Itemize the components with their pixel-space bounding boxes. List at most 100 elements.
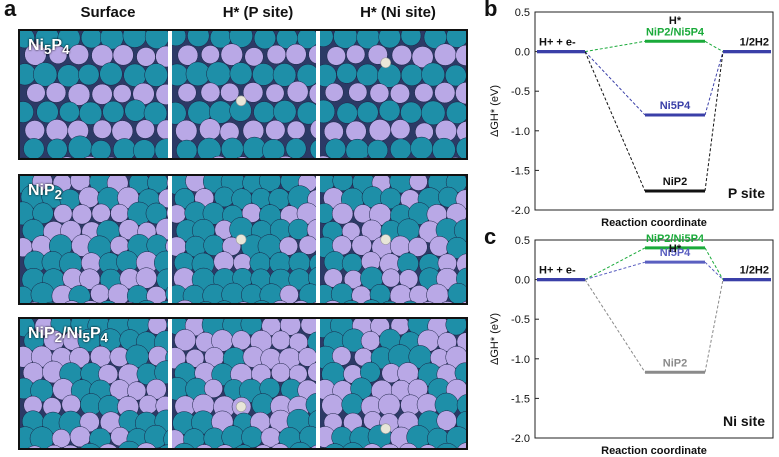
- row-nip2: NiP2: [18, 174, 468, 305]
- ni-atom: [445, 319, 466, 336]
- p-atom: [62, 444, 78, 448]
- p-atom: [185, 348, 205, 368]
- p-atom: [362, 157, 371, 158]
- structure-image: [172, 176, 316, 303]
- ni-atom: [199, 301, 212, 303]
- ni-atom: [445, 64, 466, 87]
- y-tick-label: -1.5: [511, 165, 530, 177]
- p-atom: [26, 83, 46, 103]
- p-atom: [124, 301, 135, 303]
- p-atom: [48, 45, 68, 65]
- p-atom: [360, 331, 381, 351]
- p-atom: [91, 83, 113, 105]
- row-label-nip2-ni5p4: NiP2/Ni5P4: [28, 325, 109, 346]
- y-tick-label: 0.5: [515, 235, 530, 247]
- p-atom: [422, 301, 434, 303]
- p-atom: [158, 188, 168, 208]
- p-atom: [390, 119, 411, 140]
- p-atom: [323, 121, 344, 142]
- ni-atom: [273, 100, 297, 124]
- p-atom: [369, 83, 390, 103]
- p-atom: [300, 319, 316, 335]
- ni-atom: [296, 31, 316, 49]
- ni-atom: [154, 360, 168, 385]
- ni-atom: [174, 442, 194, 448]
- connector-line: [584, 51, 646, 192]
- ni-atom: [336, 102, 358, 124]
- p-atom: [220, 82, 240, 102]
- intermediate-label: H*: [669, 243, 682, 255]
- ni-atom: [400, 31, 422, 46]
- p-atom: [399, 442, 418, 448]
- ni-atom: [46, 301, 56, 303]
- series-label: NiP2: [663, 176, 687, 188]
- connector-line: [584, 247, 646, 281]
- h-atom: [380, 423, 391, 434]
- x-axis-label: Reaction coordinate: [601, 445, 707, 457]
- x-axis-label: Reaction coordinate: [601, 217, 707, 228]
- ni-atom: [36, 100, 59, 124]
- p-atom: [45, 119, 69, 142]
- p-atom: [166, 207, 168, 219]
- connector-line: [584, 40, 646, 53]
- p-atom: [324, 83, 344, 102]
- final-state-label: 1/2H2: [740, 37, 769, 49]
- y-tick-label: -0.5: [511, 314, 530, 326]
- p-atom: [434, 82, 456, 104]
- p-atom: [381, 268, 401, 288]
- ni-atom: [446, 101, 466, 124]
- p-atom: [455, 81, 466, 105]
- ni-atom: [143, 101, 168, 126]
- chart-panel-b: 0.5 0.0 -0.5 -1.0 -1.5 -2.0 ΔGH* (eV) Reaction …: [489, 7, 774, 228]
- p-atom: [155, 83, 168, 105]
- ni-atom: [235, 444, 252, 448]
- p-atom: [306, 219, 316, 241]
- y-tick-label: -2.0: [511, 205, 530, 217]
- ni-atom: [221, 137, 244, 158]
- column-header-ni-site: H* (Ni site): [360, 4, 436, 21]
- p-atom: [53, 204, 73, 224]
- series-label: NiP2/Ni5P4: [646, 26, 705, 38]
- column-header-p-site: H* (P site): [222, 4, 294, 21]
- p-atom: [411, 46, 434, 68]
- ni-atom: [289, 441, 311, 448]
- p-atom: [309, 119, 316, 139]
- p-atom: [409, 176, 428, 191]
- p-atom: [368, 119, 391, 142]
- row-nip2-ni5p4: NiP2/Ni5P4: [18, 317, 468, 450]
- connector-line: [704, 51, 724, 116]
- p-atom: [68, 44, 89, 65]
- ni-atom: [341, 393, 364, 416]
- p-atom: [64, 300, 79, 303]
- p-atom: [298, 347, 316, 367]
- p-atom: [177, 44, 199, 66]
- p-atom: [414, 83, 434, 103]
- p-atom: [146, 378, 167, 400]
- p-atom: [407, 237, 428, 257]
- p-atom: [91, 203, 111, 223]
- p-atom: [308, 45, 316, 64]
- p-atom: [217, 444, 233, 448]
- ni-atom: [159, 444, 168, 448]
- p-atom: [138, 394, 158, 415]
- ni-atom: [356, 63, 379, 87]
- p-atom: [155, 45, 168, 68]
- p-atom: [461, 301, 466, 303]
- p-atom: [286, 120, 306, 140]
- p-atom: [110, 204, 129, 223]
- ni-atom: [172, 101, 187, 125]
- y-tick-label: -0.5: [511, 86, 530, 98]
- p-atom: [236, 156, 249, 158]
- ni-atom: [23, 138, 45, 158]
- ni-atom: [367, 139, 389, 158]
- p-atom: [456, 121, 466, 143]
- ni-atom: [20, 31, 35, 49]
- p-atom: [90, 284, 110, 303]
- ni-atom: [356, 101, 379, 124]
- p-atom: [429, 236, 450, 257]
- ni-atom: [308, 267, 316, 289]
- p-atom: [307, 362, 316, 382]
- chart-panel-c: 0.5 0.0 -0.5 -1.0 -1.5 -2.0 ΔGH* (eV) Reaction …: [489, 233, 774, 457]
- p-atom: [244, 47, 264, 67]
- ni-atom: [382, 300, 397, 303]
